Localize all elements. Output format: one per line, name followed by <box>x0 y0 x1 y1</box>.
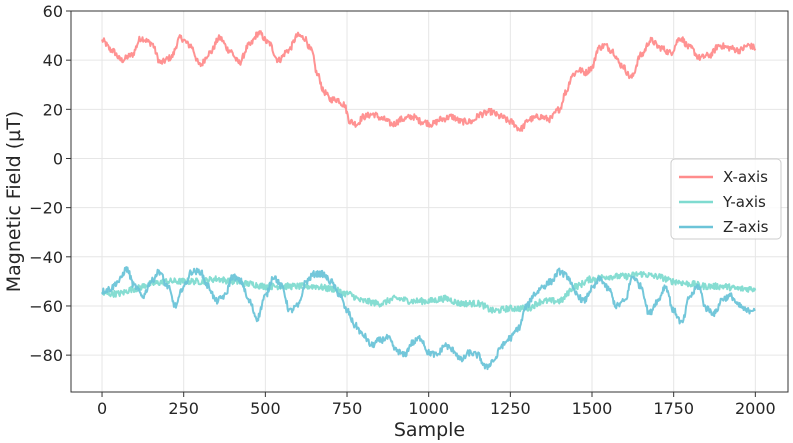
legend-label-z-axis: Z-axis <box>723 218 769 236</box>
x-tick-label: 1000 <box>408 399 449 418</box>
y-tick-label: 60 <box>43 2 63 21</box>
series-line-z-axis <box>101 266 756 371</box>
y-tick-label: −60 <box>29 297 63 316</box>
legend-label-x-axis: X-axis <box>723 168 768 186</box>
series-layer <box>101 30 757 371</box>
y-tick-label: 20 <box>43 100 63 119</box>
x-tick-label: 2000 <box>735 399 776 418</box>
x-tick-label: 0 <box>97 399 107 418</box>
legend-box <box>670 158 782 240</box>
y-tick-label: −40 <box>29 248 63 267</box>
x-tick-label: 1250 <box>490 399 531 418</box>
y-tick-label: 0 <box>53 149 63 168</box>
x-tick-label: 500 <box>250 399 281 418</box>
x-tick-label: 750 <box>332 399 363 418</box>
y-axis-label: Magnetic Field (µT) <box>3 111 25 292</box>
x-tick-label: 1750 <box>653 399 694 418</box>
plot-frame <box>70 10 789 393</box>
x-axis-label: Sample <box>394 419 465 441</box>
y-tick-label: 40 <box>43 51 63 70</box>
ticks: 0 250 500 750 1000 1250 1500 1750 2000 60 40 20 0 −20… <box>29 2 775 418</box>
legend-label-y-axis: Y-axis <box>722 193 766 211</box>
y-tick-label: −80 <box>29 346 63 365</box>
series-line-y-axis <box>101 270 757 314</box>
x-tick-label: 1500 <box>572 399 613 418</box>
x-tick-label: 250 <box>168 399 199 418</box>
series-line-x-axis <box>101 30 757 132</box>
y-tick-label: −20 <box>29 199 63 218</box>
legend: X-axis Y-axis Z-axis <box>670 158 782 240</box>
